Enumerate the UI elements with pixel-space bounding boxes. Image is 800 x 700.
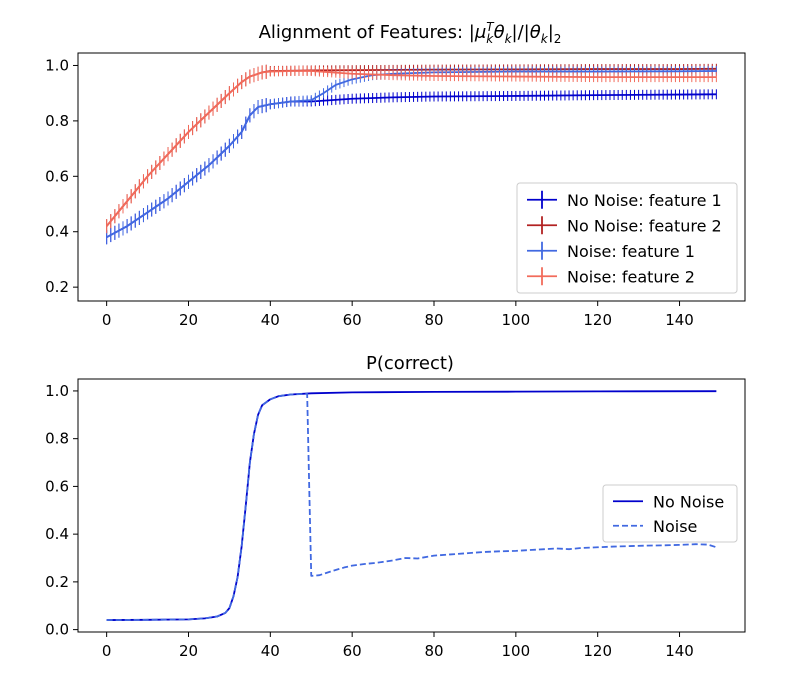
x-tick-label: 80 (424, 642, 443, 660)
y-tick-label: 0.2 (45, 278, 69, 296)
p-correct-chart: P(correct) 0 20 40 60 80 100 120 140 0.0 0.2 0.4 0.… (45, 353, 746, 660)
x-tick-label: 40 (261, 642, 280, 660)
x-tick-label: 140 (665, 311, 694, 329)
x-tick-label: 40 (261, 311, 280, 329)
alignment-plot-area: 0 20 40 60 80 100 120 140 0.2 0.4 0.6 0.8 1.0 (45, 52, 746, 329)
y-tick-label: 1.0 (45, 382, 69, 400)
p-correct-legend: No Noise Noise (602, 484, 738, 543)
x-tick-label: 140 (665, 642, 694, 660)
y-tick-label: 0.8 (45, 430, 69, 448)
legend-item: Noise: feature 2 (527, 267, 695, 286)
legend-item: No Noise: feature 2 (527, 216, 722, 235)
series-noise-line (106, 392, 717, 621)
legend-item: Noise: feature 1 (527, 241, 695, 261)
p-correct-chart-title: P(correct) (366, 353, 454, 374)
y-tick-label: 0.0 (45, 621, 69, 639)
x-tick-label: 80 (424, 311, 443, 329)
x-tick-label: 60 (343, 642, 362, 660)
x-tick-label: 0 (102, 311, 112, 329)
y-tick-label: 0.4 (45, 525, 69, 543)
legend-label: No Noise: feature 1 (567, 191, 722, 210)
y-tick-label: 0.6 (45, 477, 69, 495)
legend-box (516, 182, 738, 294)
p-correct-plot-area: 0 20 40 60 80 100 120 140 0.0 0.2 0.4 0.6 0.8 1.0 (45, 378, 746, 660)
legend-label: Noise: feature 2 (567, 267, 695, 286)
alignment-legend: No Noise: feature 1 No Noise: feature 2 No… (516, 182, 738, 294)
y-tick-label: 0.4 (45, 223, 69, 241)
axes-frame (77, 378, 746, 633)
x-tick-label: 20 (179, 311, 198, 329)
x-tick-label: 0 (102, 642, 112, 660)
series-noise-feature-2-error-bars (106, 64, 717, 234)
legend-item: No Noise (613, 492, 724, 511)
x-tick-label: 20 (179, 642, 198, 660)
alignment-chart: Alignment of Features: |μkTθk|/|θk|2 0 20… (45, 20, 746, 329)
y-tick-label: 1.0 (45, 56, 69, 74)
legend-item: Noise (613, 517, 697, 536)
legend-item: No Noise: feature 1 (527, 190, 722, 210)
x-tick-label: 60 (343, 311, 362, 329)
y-tick-label: 0.6 (45, 167, 69, 185)
x-tick-label: 100 (502, 642, 531, 660)
alignment-chart-title: Alignment of Features: |μkTθk|/|θk|2 (259, 20, 562, 46)
legend-label: No Noise: feature 2 (567, 216, 722, 235)
x-tick-label: 120 (583, 311, 612, 329)
axes-frame (77, 52, 746, 302)
x-tick-label: 100 (502, 311, 531, 329)
legend-label: Noise (653, 517, 697, 536)
legend-label: No Noise (653, 492, 724, 511)
legend-label: Noise: feature 1 (567, 242, 695, 261)
y-tick-label: 0.8 (45, 112, 69, 130)
y-tick-label: 0.2 (45, 573, 69, 591)
x-tick-label: 120 (583, 642, 612, 660)
legend-box (602, 484, 738, 543)
